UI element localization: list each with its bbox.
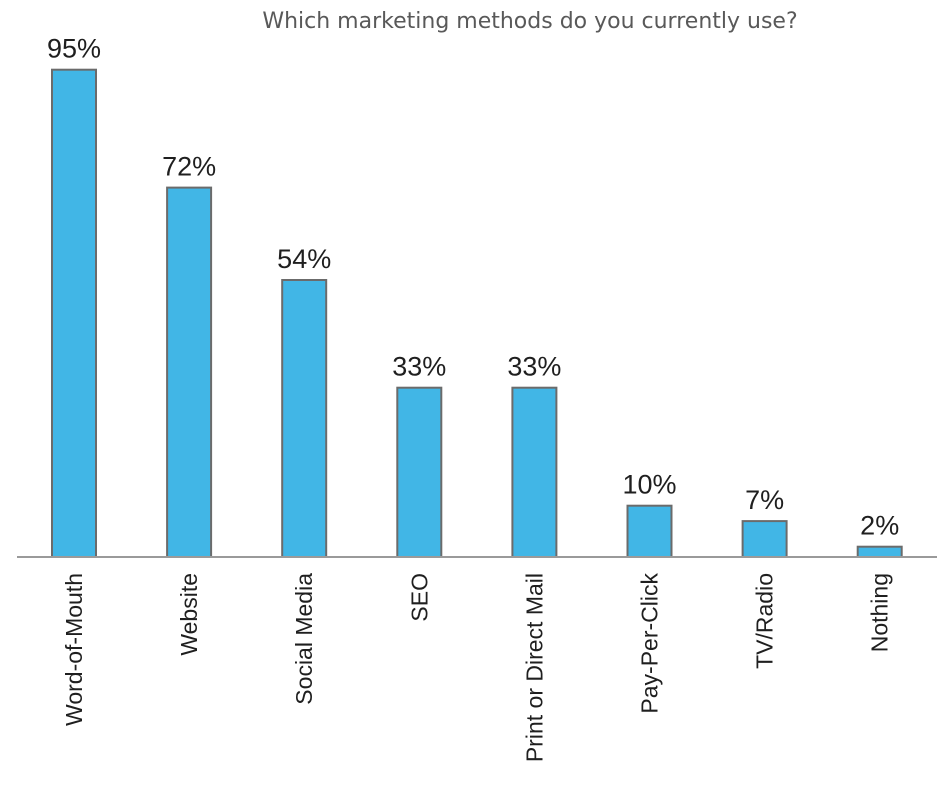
data-label: 95% xyxy=(47,34,101,64)
bars-group xyxy=(51,68,903,559)
bar-word-of-mouth xyxy=(51,68,97,558)
data-label: 54% xyxy=(277,244,331,274)
data-label: 10% xyxy=(622,470,676,500)
chart-title: Which marketing methods do you currently… xyxy=(262,9,797,34)
data-labels-group: 95% 72% 54% 33% 33% 10% 7% 2% xyxy=(47,34,899,541)
bar-tv-radio xyxy=(741,520,788,558)
bar-seo xyxy=(396,386,443,559)
x-tick-labels-group: Word-of-Mouth Website Social Media SEO Print… xyxy=(61,573,893,763)
data-label: 2% xyxy=(860,511,899,541)
x-tick-label: Website xyxy=(176,573,202,656)
bar-nothing xyxy=(856,545,903,559)
x-tick-label: Word-of-Mouth xyxy=(61,573,87,726)
bar-social-media xyxy=(281,279,328,558)
data-label: 33% xyxy=(392,352,446,382)
data-label: 33% xyxy=(507,352,561,382)
x-tick-label: Print or Direct Mail xyxy=(521,573,547,762)
x-tick-label: Pay-Per-Click xyxy=(637,573,663,714)
bar-print-or-direct-mail xyxy=(511,386,558,559)
x-tick-label: TV/Radio xyxy=(752,573,778,669)
bar-pay-per-click xyxy=(626,504,673,559)
data-label: 72% xyxy=(162,152,216,182)
x-tick-label: Social Media xyxy=(291,573,317,705)
bar-website xyxy=(166,186,213,558)
x-tick-label: Nothing xyxy=(867,573,893,652)
x-tick-label: SEO xyxy=(406,573,432,622)
data-label: 7% xyxy=(745,485,784,515)
